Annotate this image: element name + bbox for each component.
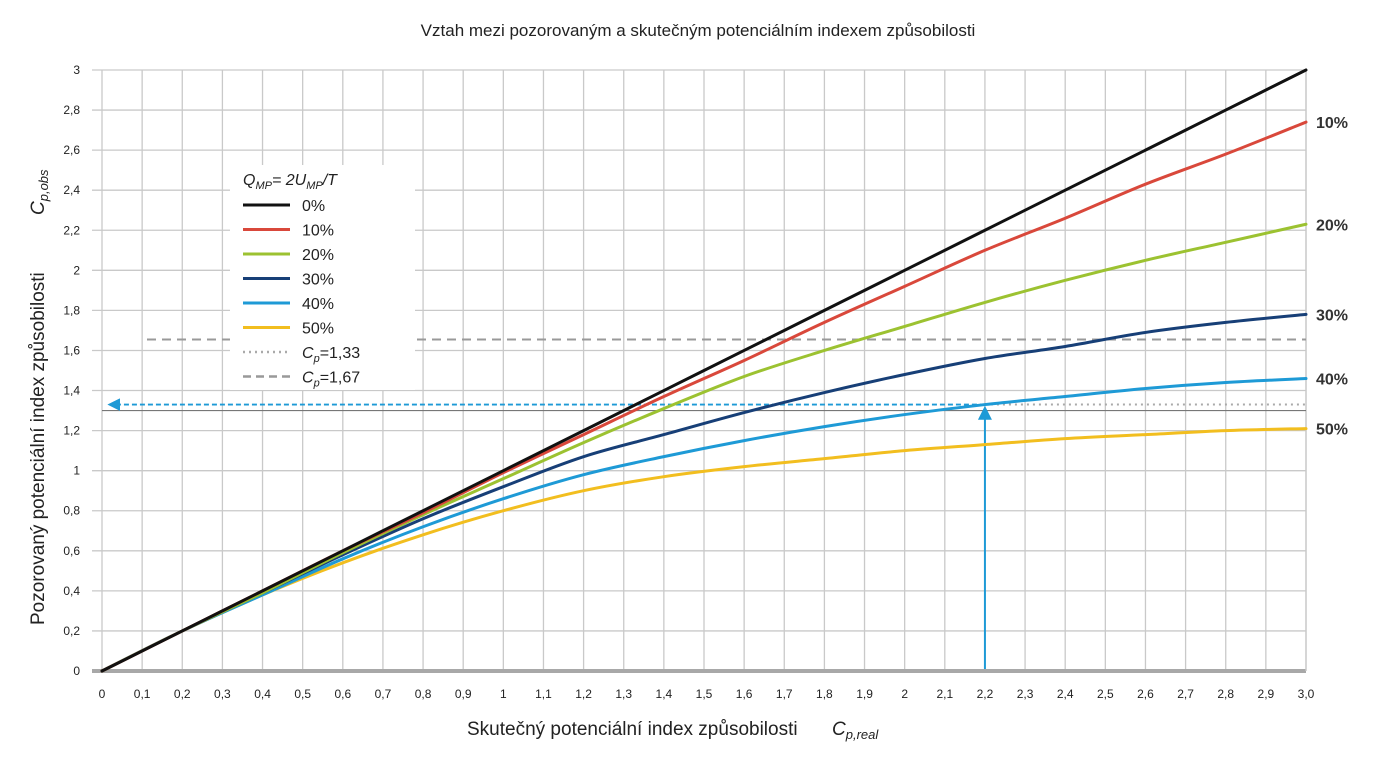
x-tick-label: 2,2 — [977, 687, 994, 701]
y-tick-label: 0,4 — [63, 584, 80, 598]
y-tick-label: 0,2 — [63, 624, 80, 638]
x-axis-label-text: Skutečný potenciální index způsobilosti — [467, 719, 798, 740]
y-tick-label: 1,2 — [63, 424, 80, 438]
x-tick-label: 0,1 — [134, 687, 151, 701]
y-tick-label: 1 — [73, 464, 80, 478]
legend-label: Cp=1,33 — [302, 345, 360, 365]
y-tick-label: 0,8 — [63, 504, 80, 518]
y-tick-label: 1,6 — [63, 343, 80, 357]
x-tick-label: 2,9 — [1258, 687, 1275, 701]
x-tick-label: 1,9 — [856, 687, 873, 701]
x-tick-label: 2,7 — [1177, 687, 1194, 701]
series-side-labels: 10% 20% 30% 40% 50% — [1316, 115, 1348, 439]
legend-label: 40% — [302, 296, 334, 313]
y-tick-label: 0,6 — [63, 544, 80, 558]
x-tick-label: 2,1 — [936, 687, 953, 701]
series-lines — [100, 68, 1308, 673]
x-tick-label: 3,0 — [1298, 687, 1315, 701]
legend-title: QMP= 2UMP/T — [243, 172, 338, 192]
legend-label: Cp=1,67 — [302, 370, 360, 390]
x-tick-label: 0,7 — [375, 687, 392, 701]
legend-label: 30% — [302, 272, 334, 289]
y-axis-label-text: Pozorovaný potenciální index způsobilost… — [28, 272, 49, 625]
x-tick-label: 2,4 — [1057, 687, 1074, 701]
x-tick-label: 0,5 — [294, 687, 311, 701]
x-tick-label: 0 — [99, 687, 106, 701]
chart-title: Vztah mezi pozorovaným a skutečným poten… — [421, 21, 976, 40]
x-tick-label: 1,2 — [575, 687, 592, 701]
x-tick-label: 0,2 — [174, 687, 191, 701]
series-side-label: 40% — [1316, 372, 1348, 389]
x-tick-label: 0,4 — [254, 687, 271, 701]
x-tick-label: 1,4 — [656, 687, 673, 701]
y-tick-label: 2,2 — [63, 223, 80, 237]
x-tick-label: 0,9 — [455, 687, 472, 701]
legend: QMP= 2UMP/T 0% 10% 20% 30% 40% 50% Cp=1,33 Cp=1… — [230, 165, 415, 390]
x-tick-label: 2,3 — [1017, 687, 1034, 701]
series-line — [100, 68, 1308, 673]
x-tick-label: 1,5 — [696, 687, 713, 701]
y-axis-symbol: Cp,obs — [28, 169, 51, 215]
x-tick-label: 2,6 — [1137, 687, 1154, 701]
series-side-label: 20% — [1316, 217, 1348, 234]
x-tick-label: 1,3 — [615, 687, 632, 701]
x-tick-labels: 0 0,1 0,2 0,3 0,4 0,5 0,6 0,7 0,8 0,9 1 1,1 1,2 1,3 1,… — [99, 687, 1315, 701]
x-tick-label: 2 — [901, 687, 908, 701]
x-tick-label: 1,8 — [816, 687, 833, 701]
y-tick-label: 1,8 — [63, 303, 80, 317]
x-tick-label: 2,5 — [1097, 687, 1114, 701]
x-tick-label: 1 — [500, 687, 507, 701]
x-axis-label-symbol: Cp,real — [832, 719, 879, 742]
series-side-label: 50% — [1316, 422, 1348, 439]
legend-label: 20% — [302, 247, 334, 264]
legend-label: 0% — [302, 198, 325, 215]
y-tick-label: 2,6 — [63, 143, 80, 157]
legend-label: 10% — [302, 223, 334, 240]
y-tick-label: 2,8 — [63, 103, 80, 117]
x-axis-label: Skutečný potenciální index způsobilosti … — [467, 719, 879, 742]
series-side-label: 10% — [1316, 115, 1348, 132]
y-axis-label: Pozorovaný potenciální index způsobilost… — [28, 272, 49, 625]
x-tick-label: 2,8 — [1217, 687, 1234, 701]
y-axis-label-symbol: Cp,obs — [28, 169, 51, 215]
y-tick-label: 3 — [73, 63, 80, 77]
y-tick-label: 2,4 — [63, 183, 80, 197]
example-reading — [102, 398, 1306, 669]
x-tick-label: 1,7 — [776, 687, 793, 701]
y-tick-label: 0 — [73, 664, 80, 678]
x-tick-label: 0,8 — [415, 687, 432, 701]
series-line — [100, 222, 1308, 673]
series-line — [100, 377, 1308, 673]
x-tick-label: 1,6 — [736, 687, 753, 701]
x-tick-label: 0,6 — [334, 687, 351, 701]
y-tick-label: 2 — [73, 263, 80, 277]
series-side-label: 30% — [1316, 307, 1348, 324]
legend-label: 50% — [302, 321, 334, 338]
x-tick-label: 1,1 — [535, 687, 552, 701]
x-tick-label: 0,3 — [214, 687, 231, 701]
y-tick-label: 1,4 — [63, 384, 80, 398]
y-tick-labels: 0 0,2 0,4 0,6 0,8 1 1,2 1,4 1,6 1,8 2 2,2 2,4 2,6 2,8 3 — [63, 63, 80, 678]
